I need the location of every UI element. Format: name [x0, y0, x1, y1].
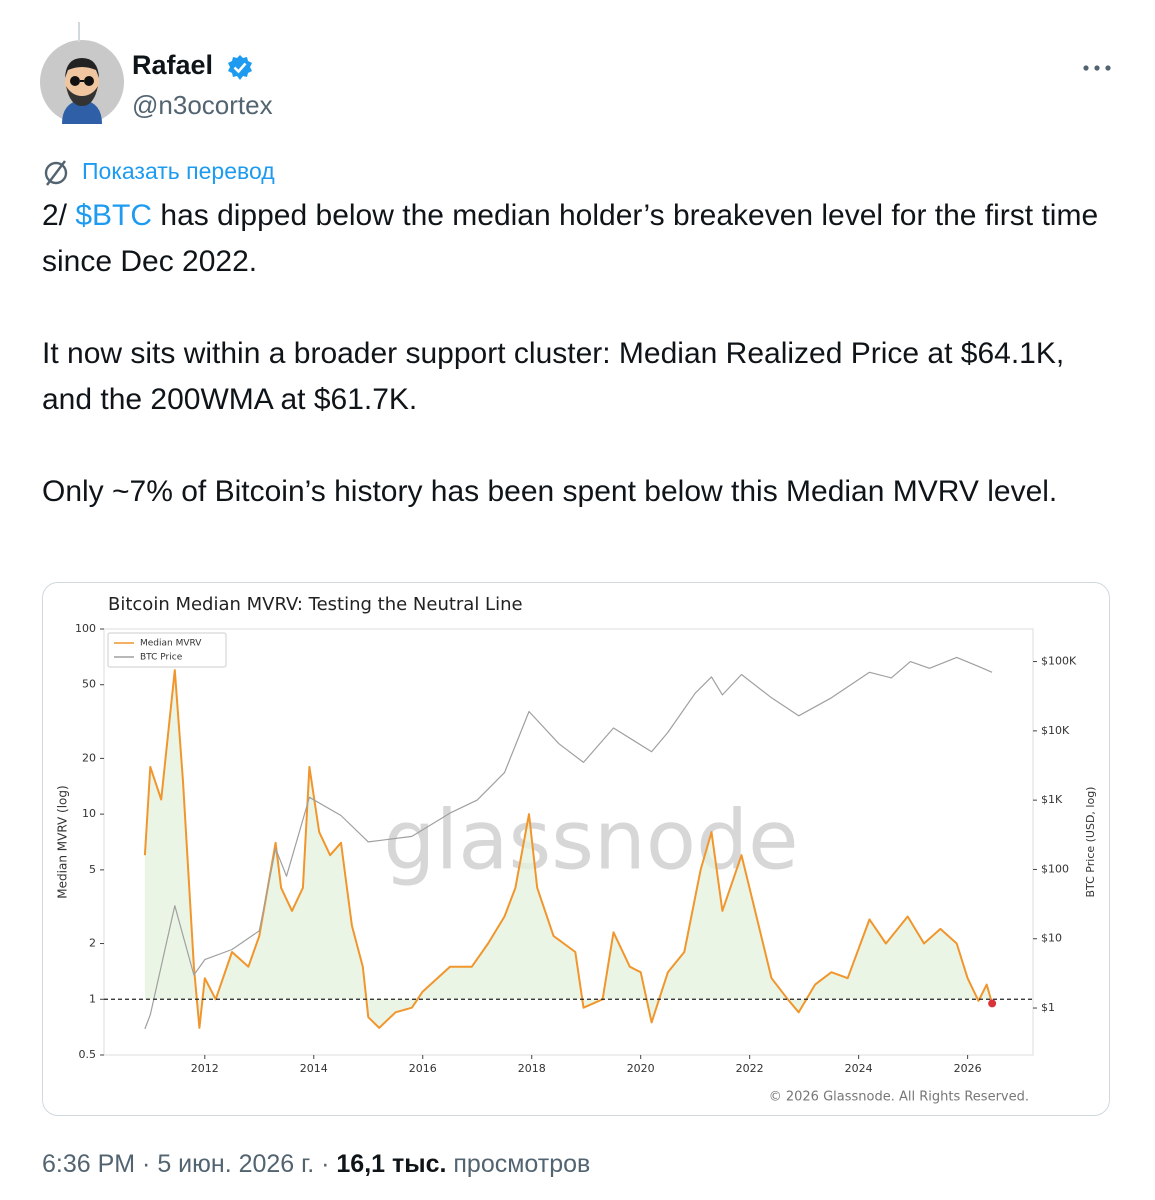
- y2-tick-label: $1: [1041, 1001, 1055, 1014]
- timestamp[interactable]: 6:36 PM · 5 июн. 2026 г. ·: [42, 1150, 330, 1178]
- views-label: просмотров: [453, 1150, 591, 1178]
- line: [144, 656, 993, 1030]
- y-tick-label: 1: [89, 992, 96, 1005]
- y2-tick-label: $10: [1041, 932, 1062, 945]
- chart-title: Bitcoin Median MVRV: Testing the Neutral…: [108, 594, 523, 615]
- y-tick-label: 100: [75, 622, 96, 635]
- author-handle[interactable]: @n3ocortex: [132, 90, 273, 120]
- x-tick-label: 2024: [845, 1062, 873, 1075]
- legend-label: Median MVRV: [140, 639, 202, 649]
- x-tick-label: 2014: [300, 1062, 328, 1075]
- tweet-meta: 6:36 PM · 5 июн. 2026 г. · 16,1 тыс. про…: [42, 1150, 590, 1179]
- y-tick-label: 50: [82, 678, 96, 691]
- y-tick-label: 10: [82, 807, 96, 820]
- verified-badge: [228, 55, 252, 80]
- legend-label: BTC Price: [140, 653, 183, 663]
- y2-tick-label: $100: [1041, 862, 1069, 875]
- paragraph: 2/ $BTC has dipped below the median hold…: [42, 193, 1122, 285]
- watermark: glassnode: [383, 793, 798, 888]
- text: 2/: [42, 199, 76, 232]
- media[interactable]: Bitcoin Median MVRV: Testing the Neutral…: [42, 582, 1110, 1116]
- translate-link[interactable]: Показать перевод: [82, 158, 275, 184]
- y-tick-label: 2: [89, 937, 96, 950]
- cashtag[interactable]: $BTC: [75, 199, 153, 232]
- tweet-text: 2/ $BTC has dipped below the median hold…: [42, 193, 1122, 561]
- translate-icon: [44, 160, 68, 186]
- y-tick-label: 5: [89, 863, 96, 876]
- views-count: 16,1 тыс.: [336, 1150, 447, 1178]
- y-axis-label: Median MVRV (log): [56, 785, 70, 898]
- author-name[interactable]: Rafael: [132, 50, 214, 80]
- legend-box: [107, 632, 227, 668]
- y2-tick-label: $1K: [1041, 793, 1063, 806]
- plot-area: [103, 628, 1034, 1056]
- paragraph: Only ~7% of Bitcoin’s history has been s…: [42, 475, 1058, 508]
- x-tick-label: 2022: [736, 1062, 764, 1075]
- thread-line: [78, 22, 80, 42]
- x-tick-label: 2016: [409, 1062, 437, 1075]
- more-menu[interactable]: [1082, 58, 1112, 78]
- paragraph: It now sits within a broader support clu…: [42, 337, 1065, 416]
- area: [144, 670, 993, 1028]
- chart: Bitcoin Median MVRV: Testing the Neutral…: [56, 594, 1098, 1105]
- x-tick-label: 2012: [191, 1062, 219, 1075]
- x-tick-label: 2020: [627, 1062, 655, 1075]
- y2-tick-label: $100K: [1041, 655, 1077, 668]
- avatar[interactable]: [40, 40, 124, 124]
- line: [143, 669, 994, 1029]
- copyright: © 2026 Glassnode. All Rights Reserved.: [769, 1090, 1029, 1105]
- last-point: [988, 999, 997, 1008]
- y-tick-label: 0.5: [79, 1048, 97, 1061]
- y2-tick-label: $10K: [1041, 724, 1070, 737]
- y2-axis-label: BTC Price (USD, log): [1084, 787, 1097, 898]
- x-tick-label: 2018: [518, 1062, 546, 1075]
- text: has dipped below the median holder’s bre…: [42, 199, 1099, 278]
- x-tick-label: 2026: [954, 1062, 982, 1075]
- y-tick-label: 20: [82, 751, 96, 764]
